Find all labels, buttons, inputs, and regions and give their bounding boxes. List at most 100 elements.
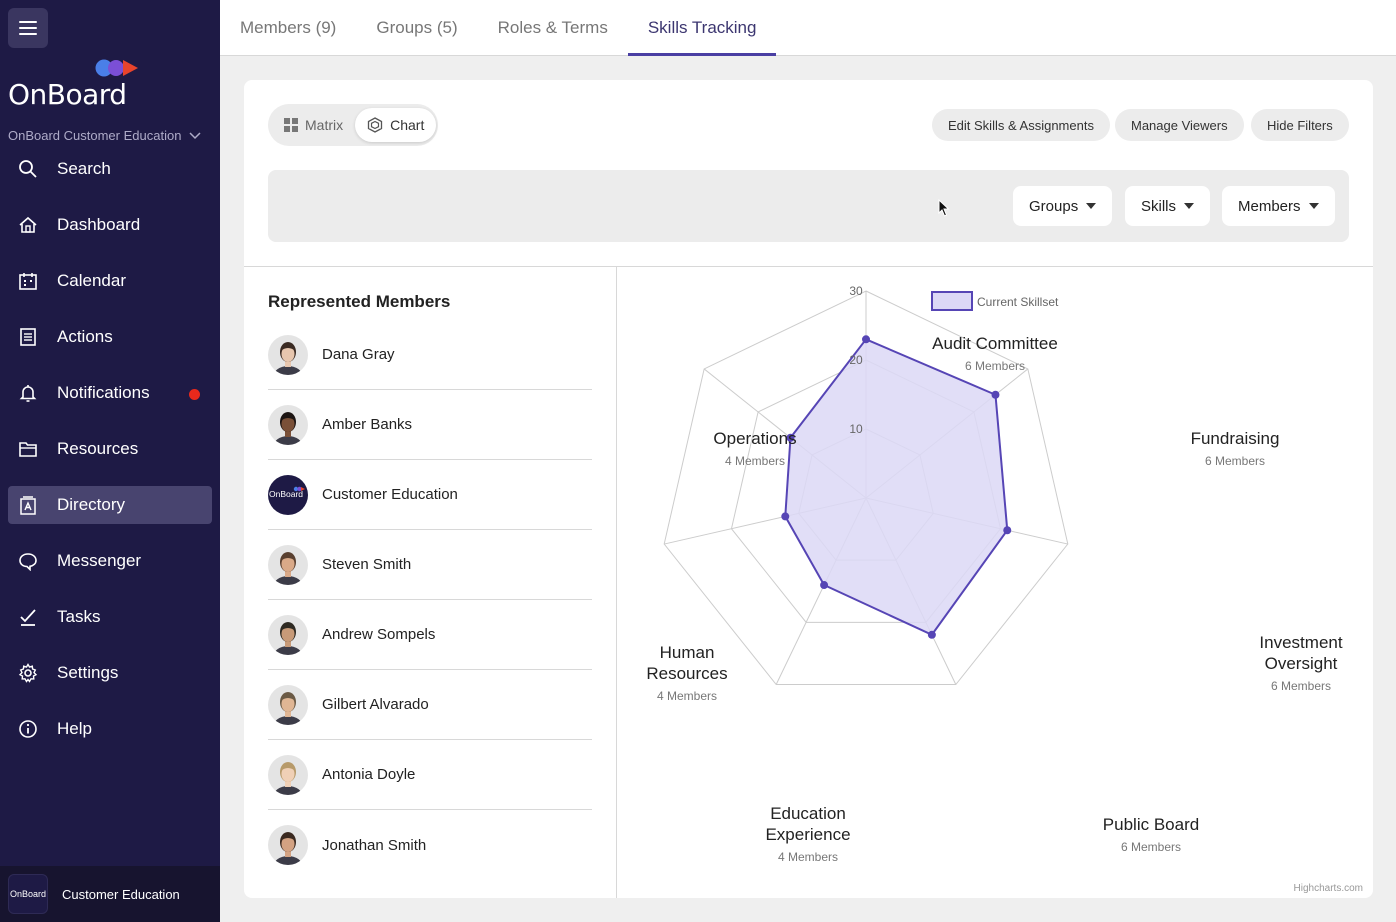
account-switcher[interactable]: OnBoard Customer Education (0, 866, 220, 922)
org-selector[interactable]: OnBoard Customer Education (8, 128, 201, 143)
member-name: Customer Education (322, 486, 458, 503)
sidebar-item-actions[interactable]: Actions (8, 318, 212, 356)
edit-skills-button[interactable]: Edit Skills & Assignments (932, 109, 1110, 141)
represented-members-title: Represented Members (268, 292, 451, 311)
members-filter-label: Members (1238, 197, 1301, 215)
member-row[interactable]: Amber Banks (268, 390, 592, 460)
groups-filter-label: Groups (1029, 197, 1079, 215)
avatar (268, 614, 308, 655)
manage-viewers-button[interactable]: Manage Viewers (1115, 109, 1244, 141)
info-icon (18, 719, 38, 739)
category-member-count: 6 Members (1121, 840, 1181, 854)
member-row[interactable]: Andrew Sompels (268, 600, 592, 670)
calendar-icon (18, 271, 38, 291)
category-label: Audit Committee (932, 334, 1058, 353)
member-row[interactable]: Steven Smith (268, 530, 592, 600)
mouse-cursor-icon (938, 199, 950, 217)
sidebar-nav: Search Dashboard Calendar Actions Notificati… (8, 150, 212, 766)
member-name: Jonathan Smith (322, 836, 427, 854)
search-icon (18, 159, 38, 179)
skills-filter-dropdown[interactable]: Skills (1125, 186, 1211, 226)
sidebar-item-directory[interactable]: Directory (8, 486, 212, 524)
avatar (268, 544, 308, 585)
category-member-count: 4 Members (778, 850, 838, 864)
sidebar-item-search[interactable]: Search (8, 150, 212, 188)
category-member-count: 6 Members (1205, 454, 1265, 468)
hamburger-menu-button[interactable] (8, 8, 48, 48)
sidebar-item-label: Settings (57, 663, 119, 682)
data-point[interactable] (927, 630, 936, 639)
caret-down-icon (1184, 203, 1195, 209)
data-point[interactable] (862, 335, 870, 344)
sidebar-item-label: Messenger (57, 551, 142, 570)
legend-swatch[interactable] (931, 291, 973, 311)
avatar (268, 754, 308, 795)
member-row[interactable]: Antonia Doyle (268, 740, 592, 810)
view-toggle: Matrix Chart (268, 104, 438, 146)
sidebar-item-label: Directory (57, 495, 126, 514)
radar-icon (367, 117, 383, 133)
data-point[interactable] (786, 433, 795, 442)
view-chart-button[interactable]: Chart (355, 108, 437, 142)
sidebar-item-label: Resources (57, 439, 139, 458)
data-point[interactable] (820, 581, 829, 590)
category-label: Public Board (1103, 815, 1199, 834)
sidebar: OnBoard OnBoard Customer Education Searc… (0, 0, 220, 922)
notification-badge (189, 389, 200, 400)
tab-groups-5[interactable]: Groups (5) (376, 18, 458, 37)
member-row[interactable]: OnBoard Customer Education (268, 460, 592, 530)
org-avatar-text: OnBoard (9, 889, 47, 899)
member-row[interactable]: Dana Gray (268, 320, 592, 390)
sidebar-item-calendar[interactable]: Calendar (8, 262, 212, 300)
chart-credit[interactable]: Highcharts.com (1293, 883, 1363, 894)
member-list: Dana Gray Amber Banks OnBoard Customer Educ… (268, 320, 592, 880)
org-name: OnBoard Customer Education (8, 128, 182, 143)
sidebar-item-messenger[interactable]: Messenger (8, 542, 212, 580)
sidebar-item-resources[interactable]: Resources (8, 430, 212, 468)
data-point[interactable] (991, 390, 1000, 399)
directory-icon (18, 495, 38, 515)
sidebar-item-dashboard[interactable]: Dashboard (8, 206, 212, 244)
member-row[interactable]: Gilbert Alvarado (268, 670, 592, 740)
caret-down-icon (1086, 203, 1097, 209)
sidebar-item-help[interactable]: Help (8, 710, 212, 748)
sidebar-item-label: Tasks (57, 607, 101, 626)
sidebar-item-label: Help (57, 719, 92, 738)
onboard-logo[interactable]: OnBoard (8, 58, 148, 111)
hide-filters-button[interactable]: Hide Filters (1251, 109, 1349, 141)
column-divider (616, 267, 617, 898)
check-icon (18, 607, 38, 627)
avatar (268, 404, 308, 445)
category-label: Experience (765, 825, 850, 844)
tick-label: 10 (849, 422, 863, 436)
avatar (268, 825, 308, 865)
member-row[interactable]: Jonathan Smith (268, 810, 592, 880)
legend-label[interactable]: Current Skillset (977, 295, 1059, 309)
onboard-logo-icon (293, 486, 305, 491)
members-filter-dropdown[interactable]: Members (1222, 186, 1335, 226)
tab-members-9[interactable]: Members (9) (240, 18, 337, 37)
data-point[interactable] (781, 512, 790, 521)
category-member-count: 4 Members (725, 454, 785, 468)
chat-icon (18, 551, 38, 571)
groups-filter-dropdown[interactable]: Groups (1013, 186, 1113, 226)
caret-down-icon (1308, 203, 1319, 209)
sidebar-item-label: Actions (57, 327, 113, 346)
sidebar-item-label: Search (57, 159, 111, 178)
skills-filter-label: Skills (1141, 197, 1177, 215)
avatar (268, 684, 308, 725)
org-avatar: OnBoard (8, 874, 48, 914)
category-member-count: 6 Members (1271, 679, 1331, 693)
tab-skills-tracking[interactable]: Skills Tracking (627, 0, 777, 56)
sidebar-item-tasks[interactable]: Tasks (8, 598, 212, 636)
data-point[interactable] (1003, 526, 1012, 535)
sidebar-item-settings[interactable]: Settings (8, 654, 212, 692)
category-label: Operations (713, 429, 796, 448)
skills-tracking-card: Matrix Chart Edit Skills & Assignments M… (244, 80, 1373, 898)
view-matrix-button[interactable]: Matrix (272, 108, 355, 142)
radar-gridline (663, 290, 1069, 686)
section-divider (244, 266, 1373, 267)
tab-roles-terms[interactable]: Roles & Terms (497, 18, 608, 37)
sidebar-item-notifications[interactable]: Notifications (8, 374, 212, 412)
home-icon (18, 215, 38, 235)
